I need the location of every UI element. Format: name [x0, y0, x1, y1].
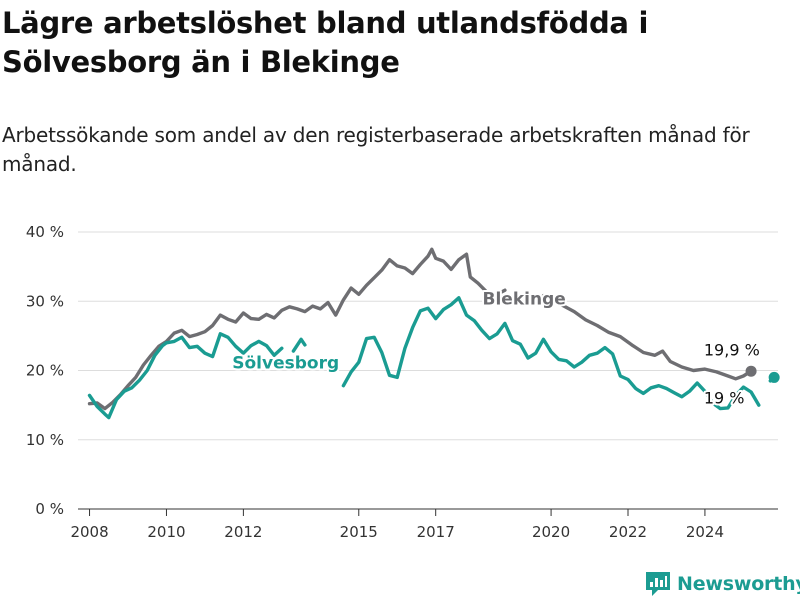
y-axis-ticks: 0 % 10 % 20 % 30 % 40 %	[26, 223, 64, 518]
solvesborg-series-label: Sölvesborg	[232, 353, 339, 373]
x-tick-label: 2020	[532, 523, 570, 541]
chart-title: Lägre arbetslöshet bland utlandsfödda i …	[2, 6, 649, 79]
solvesborg-line	[87, 332, 284, 420]
newsworthy-logo-icon	[646, 572, 670, 596]
solvesborg-end-point	[768, 371, 780, 383]
solvesborg-end-value-label: 19 %	[704, 389, 745, 408]
y-tick-label: 40 %	[26, 223, 64, 241]
x-tick-label: 2024	[686, 523, 724, 541]
blekinge-end-value-label: 19,9 %	[704, 340, 760, 359]
solvesborg-line	[291, 337, 307, 353]
blekinge-line	[87, 247, 488, 411]
series-lines	[87, 247, 780, 420]
blekinge-end-point	[745, 365, 757, 377]
x-tick-label: 2015	[340, 523, 378, 541]
y-tick-label: 20 %	[26, 362, 64, 380]
x-tick-label: 2008	[70, 523, 108, 541]
newsworthy-logo-text: Newsworthy	[677, 573, 800, 595]
x-axis-ticks: 2008 2010 2012 2015 2017 2020 2022 2024	[70, 509, 724, 541]
y-tick-label: 0 %	[35, 500, 64, 518]
y-tick-label: 30 %	[26, 292, 64, 310]
x-tick-label: 2010	[147, 523, 185, 541]
line-chart: 0 % 10 % 20 % 30 % 40 % 2008 2010 2012 2015 2017…	[26, 223, 780, 541]
x-tick-label: 2017	[417, 523, 455, 541]
blekinge-line	[495, 288, 507, 296]
y-grid	[78, 231, 778, 510]
series-labels: Blekinge 19,9 % Sölvesborg 19 %	[230, 288, 762, 410]
x-tick-label: 2012	[224, 523, 262, 541]
newsworthy-logo: Newsworthy	[645, 569, 800, 599]
blekinge-series-label: Blekinge	[483, 290, 566, 310]
blekinge-line	[541, 294, 753, 381]
chart-subtitle: Arbetssökande som andel av den registerb…	[2, 123, 750, 176]
solvesborg-line	[341, 296, 761, 411]
y-tick-label: 10 %	[26, 431, 64, 449]
x-tick-label: 2022	[609, 523, 647, 541]
